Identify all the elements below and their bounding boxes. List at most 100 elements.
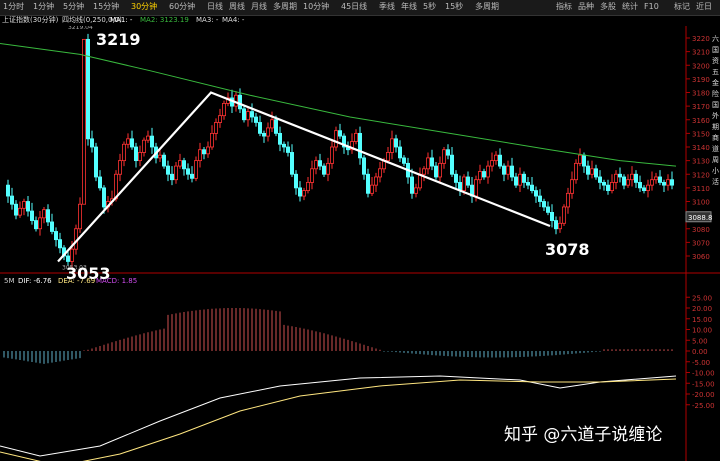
side-tab-6[interactable]: 国 xyxy=(712,101,719,109)
candle-body xyxy=(237,94,242,110)
period-tab-14[interactable]: 5秒 xyxy=(423,2,437,11)
side-tab-3[interactable]: 五 xyxy=(712,68,719,76)
toolbar-button-4[interactable]: F10 xyxy=(644,2,659,11)
side-tab-11[interactable]: 周 xyxy=(712,156,719,164)
candle-body xyxy=(349,141,354,151)
period-tab-11[interactable]: 45日线 xyxy=(341,2,368,11)
candle-body xyxy=(129,138,134,148)
macd-tick-label: 20.00 xyxy=(692,305,712,313)
toolbar-button-6[interactable]: 近日 xyxy=(696,2,712,11)
period-tab-12[interactable]: 季线 xyxy=(379,2,395,11)
period-tab-16[interactable]: 多周期 xyxy=(475,2,499,11)
side-tab-5[interactable]: 险 xyxy=(712,90,719,98)
period-tab-13[interactable]: 年线 xyxy=(401,2,417,11)
current-price-box xyxy=(685,211,712,223)
ma1-value: MA1: - xyxy=(110,16,133,24)
candle-body xyxy=(34,220,39,230)
period-tab-7[interactable]: 周线 xyxy=(229,2,245,11)
candle-body xyxy=(489,160,494,167)
annotation-high: 3219 xyxy=(96,30,141,49)
candle-body xyxy=(622,176,627,186)
side-tab-13[interactable]: 活 xyxy=(712,178,719,186)
candle-body xyxy=(169,173,174,181)
candle-body xyxy=(90,138,95,148)
candle-body xyxy=(594,168,599,178)
side-tab-4[interactable]: 金 xyxy=(712,79,719,87)
candle-body xyxy=(654,176,659,181)
period-tab-4[interactable]: 30分钟 xyxy=(131,2,158,11)
candle-body xyxy=(337,130,342,137)
period-tab-2[interactable]: 5分钟 xyxy=(63,2,85,11)
period-tab-10[interactable]: 10分钟 xyxy=(303,2,330,11)
candle-body xyxy=(638,182,643,189)
candle-body xyxy=(122,143,127,162)
candle-body xyxy=(305,182,310,192)
candle-body xyxy=(297,187,302,197)
candle-body xyxy=(626,179,631,186)
side-tab-7[interactable]: 外 xyxy=(712,112,719,120)
indicator-info-bar: 上证指数(30分钟) 四均线(0,250,0,0) MA1: - MA2: 31… xyxy=(0,16,700,26)
candle-body xyxy=(94,146,99,178)
candle-body xyxy=(614,173,619,183)
candle-body xyxy=(582,154,587,167)
side-tab-10[interactable]: 道 xyxy=(712,145,719,153)
macd-tick-label: -15.00 xyxy=(692,380,715,388)
toolbar-button-2[interactable]: 多股 xyxy=(600,2,616,11)
candle-body xyxy=(50,221,55,232)
candle-body xyxy=(42,209,47,219)
candle-body xyxy=(465,176,470,186)
period-tab-0[interactable]: 1分时 xyxy=(3,2,25,11)
candle-body xyxy=(137,152,142,162)
macd-dea: DEA: -7.69 xyxy=(58,277,95,285)
candle-body xyxy=(449,154,454,175)
price-tick-label: 3070 xyxy=(692,239,710,247)
period-tab-15[interactable]: 15秒 xyxy=(445,2,464,11)
period-toolbar: 1分时 1分钟 5分钟 15分钟 30分钟 60分钟 日线 周线 月线 多周期 10分钟 45日线 季线… xyxy=(0,0,720,16)
side-tab-2[interactable]: 资 xyxy=(712,57,719,65)
period-tab-5[interactable]: 60分钟 xyxy=(169,2,196,11)
candle-body xyxy=(257,122,262,134)
macd-tick-label: -20.00 xyxy=(692,391,715,399)
period-tab-8[interactable]: 月线 xyxy=(251,2,267,11)
kline-chart[interactable]: 3220 3210 3200 3190 3180 3170 3160 3150 3140 3130… xyxy=(0,26,720,461)
peak-price-label: 3219.04 xyxy=(68,26,93,31)
low-price-label: 3053.03 xyxy=(62,265,87,272)
candle-body xyxy=(193,160,198,179)
side-tab-0[interactable]: 六 xyxy=(712,35,719,43)
ma3-value: MA3: - xyxy=(196,16,219,24)
price-tick-label: 3110 xyxy=(692,185,710,193)
candle-body xyxy=(133,146,138,162)
candle-body xyxy=(221,103,226,117)
candle-body xyxy=(70,248,75,262)
toolbar-button-5[interactable]: 标记 xyxy=(674,2,690,11)
period-tab-6[interactable]: 日线 xyxy=(207,2,223,11)
toolbar-button-3[interactable]: 统计 xyxy=(622,2,638,11)
candle-body xyxy=(13,203,18,216)
dif-line xyxy=(0,375,677,457)
candle-body xyxy=(630,173,635,181)
indicator-label[interactable]: 四均线(0,250,0,0) xyxy=(62,16,122,24)
candle-body xyxy=(317,160,322,167)
macd-value: MACD: 1.85 xyxy=(96,277,137,285)
candle-body xyxy=(401,157,406,164)
price-tick-label: 3100 xyxy=(692,199,710,207)
candle-body xyxy=(157,154,162,159)
period-tab-3[interactable]: 15分钟 xyxy=(93,2,120,11)
period-tab-1[interactable]: 1分钟 xyxy=(33,2,55,11)
candle-body xyxy=(293,173,298,189)
candle-body xyxy=(566,192,571,208)
toolbar-button-0[interactable]: 指标 xyxy=(556,2,572,11)
candle-body xyxy=(21,201,26,209)
toolbar-button-1[interactable]: 品种 xyxy=(578,2,594,11)
side-tab-9[interactable]: 商 xyxy=(712,134,719,142)
period-tab-9[interactable]: 多周期 xyxy=(273,2,297,11)
candle-body xyxy=(389,138,394,153)
side-tab-1[interactable]: 国 xyxy=(712,46,719,54)
candle-body xyxy=(461,176,466,192)
side-tab-8[interactable]: 期 xyxy=(712,123,719,131)
side-tab-12[interactable]: 小 xyxy=(712,167,719,175)
candle-body xyxy=(441,149,446,164)
candle-body xyxy=(145,135,150,141)
candle-body xyxy=(666,179,671,186)
candle-body xyxy=(493,154,498,162)
